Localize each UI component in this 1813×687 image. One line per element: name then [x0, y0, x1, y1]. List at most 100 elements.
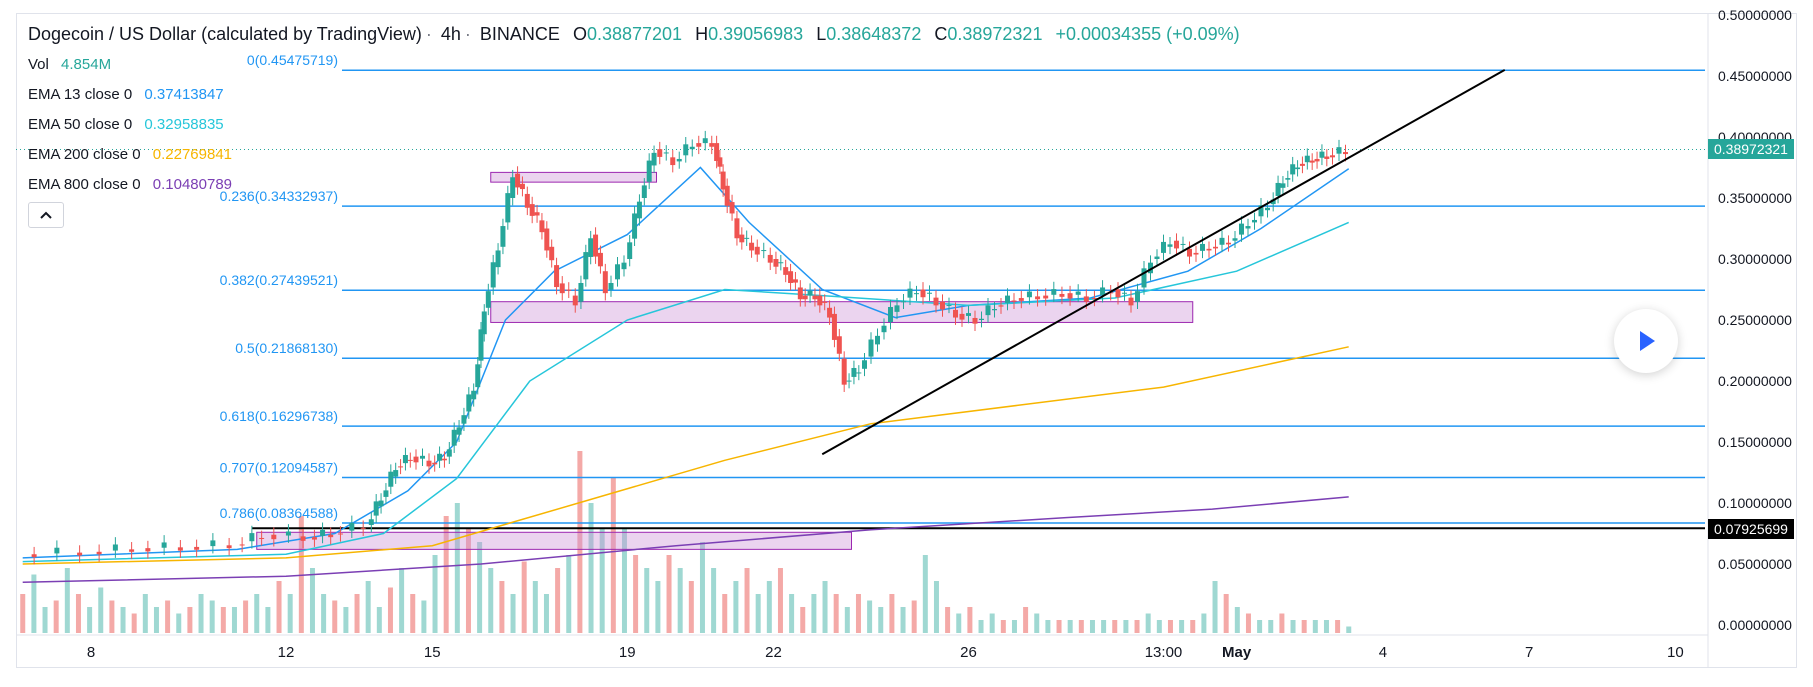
- zone-rect: [490, 171, 657, 183]
- candle-body: [827, 307, 833, 318]
- volume-bar: [766, 581, 772, 633]
- y-tick-label: 0.10000000: [1718, 495, 1792, 511]
- candle-body: [927, 292, 932, 294]
- candle-body: [1258, 205, 1264, 217]
- candle-body: [378, 500, 384, 507]
- candle-body: [524, 193, 530, 208]
- candle-body: [615, 264, 620, 280]
- volume-bar: [889, 594, 895, 633]
- candle-body: [1115, 289, 1121, 298]
- candle-body: [1180, 243, 1186, 245]
- candle-body: [875, 335, 880, 345]
- candle-body: [881, 325, 887, 333]
- candle-body: [720, 171, 726, 190]
- candle-body: [249, 533, 255, 542]
- volume-bar: [1268, 620, 1274, 633]
- volume-bar: [755, 594, 761, 633]
- candle-body: [646, 160, 652, 182]
- candle-body: [657, 149, 663, 157]
- candle-body: [31, 554, 37, 558]
- volume-bar: [833, 594, 839, 633]
- candle-body: [972, 317, 978, 324]
- volume-bar: [1223, 594, 1229, 633]
- candle-body: [112, 544, 118, 551]
- x-tick-label: 26: [960, 644, 977, 661]
- candle-body: [471, 390, 477, 400]
- candle-body: [451, 429, 457, 446]
- candle-body: [549, 246, 555, 261]
- candle-body: [373, 501, 379, 516]
- volume-bar: [1101, 620, 1107, 633]
- volume-bar: [521, 561, 527, 633]
- volume-bar: [488, 568, 494, 633]
- x-tick-label: 13:00: [1145, 644, 1183, 661]
- volume-row[interactable]: Vol 4.854M: [28, 56, 111, 73]
- y-tick-label: 0.30000000: [1718, 251, 1792, 267]
- candle-body: [349, 522, 355, 531]
- candle-body: [831, 313, 837, 340]
- volume-bar: [789, 594, 795, 633]
- volume-bar: [945, 607, 951, 633]
- candle-body: [663, 152, 669, 154]
- candle-body: [1154, 256, 1160, 259]
- ema-200-row[interactable]: EMA 200 close 0 0.22769841: [28, 146, 232, 163]
- volume-bar: [31, 574, 37, 633]
- candle-body: [1100, 287, 1106, 296]
- candle-body: [54, 547, 60, 554]
- candle-body: [1343, 152, 1348, 155]
- candle-body: [696, 143, 702, 147]
- candle-body: [578, 282, 584, 302]
- candle-body: [500, 226, 506, 247]
- symbol-title[interactable]: Dogecoin / US Dollar (calculated by Trad…: [28, 24, 422, 44]
- candle-body: [226, 545, 232, 549]
- candle-body: [96, 551, 102, 555]
- interval-label[interactable]: 4h: [440, 24, 461, 44]
- ema-50-row[interactable]: EMA 50 close 0 0.32958835: [28, 116, 224, 133]
- ema-13-row[interactable]: EMA 13 close 0 0.37413847: [28, 86, 224, 103]
- candle-body: [676, 158, 682, 162]
- candle-body: [398, 466, 404, 468]
- candle-body: [788, 271, 794, 283]
- volume-label: Vol: [28, 56, 49, 73]
- volume-bar: [510, 594, 516, 633]
- candle-body: [992, 309, 997, 311]
- candle-body: [1219, 237, 1225, 245]
- volume-bar: [878, 607, 884, 633]
- y-tick-label: 0.45000000: [1718, 68, 1792, 84]
- candle-body: [627, 242, 633, 259]
- candle-body: [783, 267, 789, 275]
- candle-body: [481, 311, 487, 335]
- candle-body: [1091, 298, 1097, 300]
- volume-bar: [53, 600, 59, 633]
- candle-body: [1075, 291, 1081, 295]
- volume-bar: [800, 607, 806, 633]
- candle-body: [792, 279, 798, 283]
- candle-body: [1135, 291, 1140, 302]
- candle-body: [714, 143, 720, 161]
- collapse-indicators-button[interactable]: [28, 202, 64, 228]
- candle-body: [1043, 295, 1049, 299]
- play-button[interactable]: [1614, 309, 1678, 373]
- candle-body: [432, 462, 438, 465]
- volume-bar: [1034, 613, 1040, 633]
- candle-body: [1270, 199, 1276, 205]
- volume-bar: [777, 568, 783, 633]
- candle-body: [670, 157, 676, 166]
- candle-body: [420, 455, 425, 459]
- candle-body: [446, 449, 452, 457]
- close-value: 0.38972321: [947, 24, 1043, 44]
- volume-bar: [209, 600, 215, 633]
- x-tick-label: 10: [1667, 644, 1684, 661]
- zone-rect: [490, 301, 1194, 323]
- candle-body: [495, 250, 501, 268]
- volume-bar: [1335, 620, 1341, 633]
- low-value: 0.38648372: [826, 24, 922, 44]
- candle-body: [1213, 246, 1218, 249]
- ema-800-row[interactable]: EMA 800 close 0 0.10480789: [28, 176, 232, 193]
- volume-bar: [1112, 620, 1118, 633]
- ema-13-label: EMA 13 close 0: [28, 86, 133, 103]
- candle-body: [1232, 238, 1238, 241]
- volume-bar: [733, 581, 739, 633]
- candle-body: [337, 533, 343, 535]
